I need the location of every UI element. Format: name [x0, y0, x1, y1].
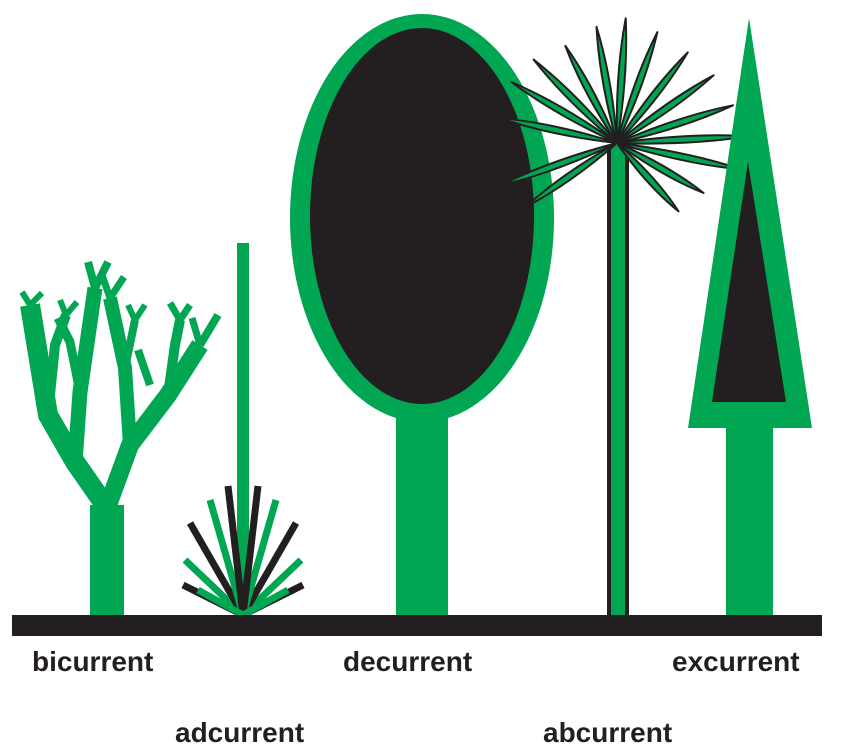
palm-leaf — [524, 142, 618, 209]
adcurrent-plant — [181, 243, 305, 619]
palm-leaf — [499, 142, 618, 187]
palm-leaf — [616, 104, 735, 144]
palm-leaf — [616, 142, 705, 194]
palm-leaf — [616, 51, 689, 144]
label-adcurrent: adcurrent — [175, 717, 305, 748]
label-decurrent: decurrent — [343, 646, 473, 677]
palm-leaf — [564, 44, 618, 144]
palm-leaf — [616, 31, 659, 144]
excurrent-tree — [688, 18, 812, 617]
decurrent-tree — [290, 14, 554, 617]
palm-leaf — [510, 81, 618, 144]
palm-leaf — [498, 117, 618, 144]
palm-leaf — [532, 58, 618, 144]
abcurrent-palm — [498, 17, 751, 617]
palm-leaf — [615, 17, 628, 144]
palm-leaf — [616, 142, 680, 213]
bicurrent-tree — [19, 260, 222, 617]
label-bicurrent: bicurrent — [32, 646, 154, 677]
label-excurrent: excurrent — [672, 646, 800, 677]
palm-leaf — [595, 25, 618, 144]
label-abcurrent: abcurrent — [543, 717, 673, 748]
palm-leaf — [616, 74, 715, 144]
ground-line — [12, 615, 822, 636]
